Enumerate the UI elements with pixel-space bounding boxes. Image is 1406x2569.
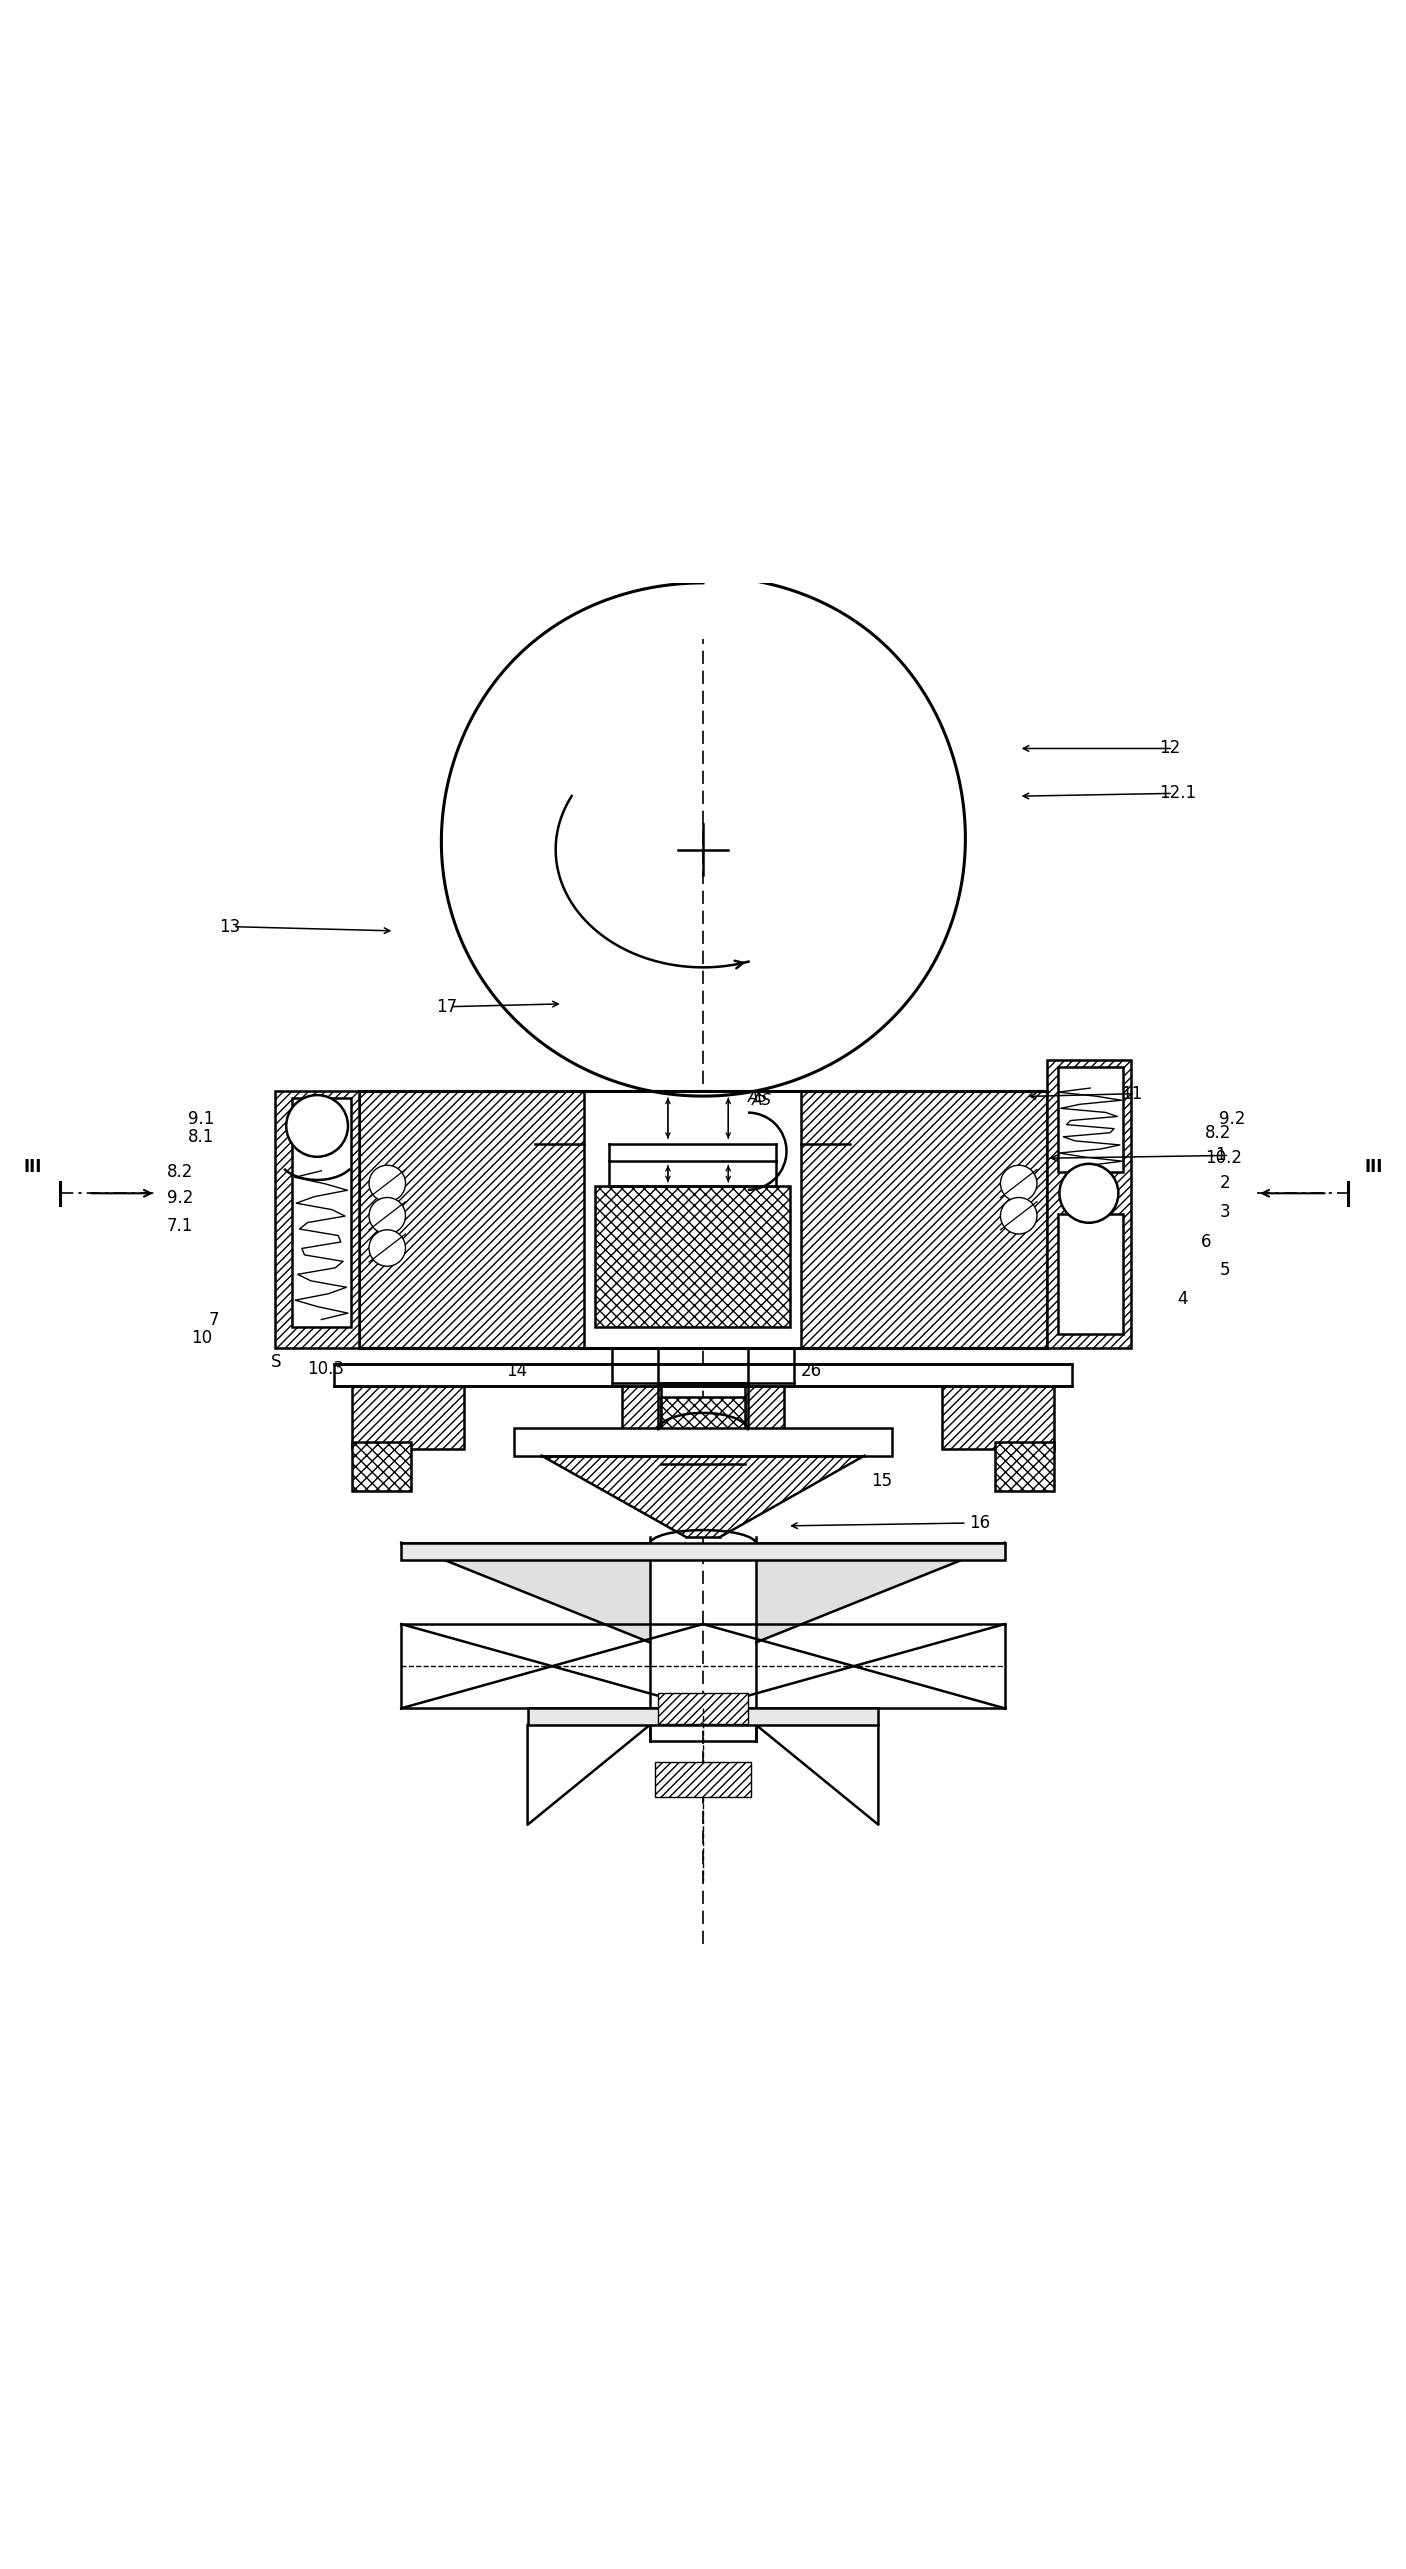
Circle shape — [1001, 1166, 1038, 1202]
Circle shape — [368, 1166, 405, 1202]
Bar — [942, 1385, 1054, 1449]
Bar — [658, 1693, 748, 1724]
Text: 7: 7 — [209, 1310, 219, 1328]
Text: 10: 10 — [191, 1328, 212, 1346]
Text: 7.1: 7.1 — [167, 1218, 194, 1236]
Bar — [583, 1092, 801, 1349]
Bar — [995, 1441, 1054, 1490]
Bar — [401, 1544, 1005, 1559]
Bar — [527, 1708, 879, 1726]
Text: 13: 13 — [219, 917, 240, 935]
Text: 8.1: 8.1 — [188, 1128, 214, 1146]
Text: 6: 6 — [1201, 1233, 1212, 1251]
Text: 2: 2 — [1219, 1174, 1230, 1192]
Circle shape — [287, 1094, 347, 1156]
Circle shape — [368, 1231, 405, 1267]
Polygon shape — [756, 1544, 1005, 1642]
Text: 4: 4 — [1177, 1290, 1188, 1308]
Bar — [661, 1398, 745, 1436]
Text: 11: 11 — [1121, 1084, 1143, 1102]
Bar — [655, 1762, 751, 1796]
Text: 9.1: 9.1 — [188, 1110, 214, 1128]
Text: III: III — [22, 1159, 41, 1177]
Bar — [292, 1097, 350, 1326]
Text: 16: 16 — [970, 1513, 991, 1531]
Text: 5: 5 — [1219, 1261, 1230, 1279]
Polygon shape — [401, 1544, 650, 1642]
Text: 8.2: 8.2 — [167, 1164, 194, 1182]
Bar — [335, 1364, 1071, 1385]
Bar — [1059, 1066, 1122, 1171]
Text: 12: 12 — [1159, 740, 1180, 758]
Text: 10.2: 10.2 — [1205, 1148, 1243, 1166]
Text: 1: 1 — [1215, 1146, 1226, 1164]
Text: S: S — [271, 1354, 281, 1372]
Text: 17: 17 — [436, 997, 457, 1015]
Bar — [595, 1187, 790, 1326]
Circle shape — [1001, 1197, 1038, 1233]
Text: 9.2: 9.2 — [167, 1189, 194, 1207]
Polygon shape — [541, 1457, 865, 1536]
Text: 10.3: 10.3 — [308, 1359, 344, 1377]
Text: 12.1: 12.1 — [1159, 784, 1197, 802]
Text: 8.2: 8.2 — [1205, 1125, 1232, 1143]
Text: 9.2: 9.2 — [1219, 1110, 1246, 1128]
Bar — [352, 1385, 464, 1449]
Circle shape — [368, 1197, 405, 1233]
Text: 26: 26 — [801, 1362, 823, 1380]
Text: 14: 14 — [506, 1362, 527, 1380]
Bar — [621, 1382, 661, 1464]
Bar — [1047, 1061, 1130, 1349]
Bar — [1059, 1215, 1122, 1333]
Text: AS: AS — [752, 1092, 772, 1107]
Bar — [359, 1092, 1047, 1349]
Bar — [513, 1428, 893, 1457]
Text: AS: AS — [748, 1089, 768, 1105]
Text: 3: 3 — [1219, 1202, 1230, 1220]
Text: III: III — [1365, 1159, 1384, 1177]
Bar — [276, 1092, 359, 1349]
Text: 15: 15 — [872, 1472, 893, 1490]
Bar — [745, 1382, 785, 1464]
Circle shape — [1059, 1164, 1118, 1223]
Bar — [352, 1441, 411, 1490]
